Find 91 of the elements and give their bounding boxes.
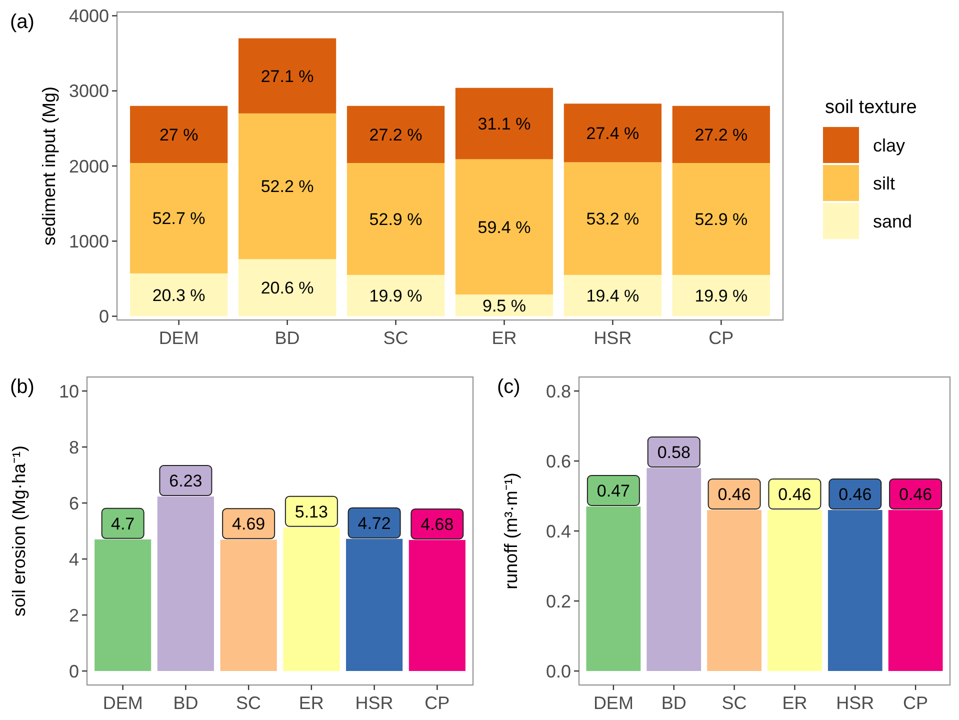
x-tick-label: SC xyxy=(236,693,262,713)
annotation: 27.1 % xyxy=(260,66,314,86)
legend-label: silt xyxy=(873,173,895,194)
data-label: 5.13 xyxy=(294,502,328,522)
bar xyxy=(564,104,662,162)
data-label: 4.68 xyxy=(420,514,454,534)
chart-title: (b) xyxy=(10,376,34,398)
annotation: 53.2 % xyxy=(586,210,640,229)
y-tick-label: 4 xyxy=(68,549,79,570)
annotation: 9.5 % xyxy=(482,296,526,316)
annotation: 19.4 % xyxy=(586,286,640,306)
bar xyxy=(238,259,336,316)
x-tick-label: HSR xyxy=(355,693,394,713)
y-axis-title: sediment input (Mg) xyxy=(39,86,59,246)
bar xyxy=(455,88,554,160)
y-tick-label: 0 xyxy=(98,306,109,327)
chart-title: (c) xyxy=(497,376,520,398)
bar xyxy=(672,274,770,316)
data-label: 6.23 xyxy=(169,472,202,491)
data-label: 4.69 xyxy=(232,514,266,534)
data-label: 0.46 xyxy=(718,484,751,504)
y-axis-title: soil erosion (Mg·ha⁻¹) xyxy=(9,445,29,617)
annotation: 52.9 % xyxy=(369,210,422,229)
data-label: 4.7 xyxy=(111,514,135,534)
x-tick-label: BD xyxy=(661,693,686,713)
y-tick-label: 4000 xyxy=(68,6,109,26)
annotation: 27.2 % xyxy=(694,125,748,144)
x-tick-label: SC xyxy=(722,693,747,713)
x-tick-label: SC xyxy=(383,328,408,348)
x-tick-label: BD xyxy=(173,693,198,713)
data-label: 0.58 xyxy=(657,442,690,462)
chart-title: (a) xyxy=(10,11,34,33)
annotation: 52.2 % xyxy=(260,177,314,196)
y-tick-label: 0.0 xyxy=(546,661,571,682)
data-label: 0.47 xyxy=(596,481,630,500)
bar xyxy=(130,106,228,163)
annotation: 19.9 % xyxy=(694,286,748,306)
y-axis-title: runoff (m³·m⁻¹) xyxy=(501,472,521,590)
x-tick-label: CP xyxy=(424,693,450,713)
bar xyxy=(672,162,770,275)
bar xyxy=(564,162,662,275)
y-tick-label: 8 xyxy=(68,437,79,458)
annotation: 27.4 % xyxy=(586,124,640,143)
y-tick-label: 0.6 xyxy=(546,451,571,472)
y-tick-label: 2 xyxy=(68,605,79,626)
x-tick-label: ER xyxy=(298,693,324,713)
annotation: 52.7 % xyxy=(152,209,206,228)
bar xyxy=(346,274,445,316)
x-tick-label: DEM xyxy=(102,693,143,713)
x-tick-label: CP xyxy=(708,328,734,348)
bar xyxy=(130,273,228,316)
y-tick-label: 0.8 xyxy=(546,381,571,402)
legend-label: clay xyxy=(873,135,906,156)
legend-label: sand xyxy=(873,211,912,232)
annotation: 59.4 % xyxy=(478,218,531,237)
data-label: 4.72 xyxy=(358,514,391,533)
bar xyxy=(346,162,445,275)
x-tick-label: CP xyxy=(903,693,928,713)
data-label: 0.46 xyxy=(778,484,812,504)
y-tick-label: 2000 xyxy=(68,156,109,176)
x-tick-label: DEM xyxy=(158,328,199,348)
y-tick-label: 10 xyxy=(58,381,79,402)
annotation: 19.9 % xyxy=(369,286,422,306)
bar xyxy=(130,162,228,274)
x-tick-label: HSR xyxy=(594,328,632,348)
y-tick-label: 0.4 xyxy=(546,521,571,542)
y-tick-label: 0.2 xyxy=(546,591,571,612)
annotation: 31.1 % xyxy=(478,114,531,134)
x-tick-label: ER xyxy=(492,328,517,348)
bar xyxy=(238,38,336,114)
bar xyxy=(455,159,554,294)
x-tick-label: ER xyxy=(782,693,808,713)
annotation: 27.2 % xyxy=(369,125,422,144)
y-tick-label: 1000 xyxy=(68,231,109,252)
annotation: 52.9 % xyxy=(694,210,748,229)
annotation: 20.6 % xyxy=(260,278,314,298)
x-tick-label: BD xyxy=(274,328,300,348)
annotation: 27 % xyxy=(159,125,198,144)
bar xyxy=(672,106,770,163)
bar xyxy=(346,106,445,163)
bar xyxy=(238,113,336,260)
y-tick-label: 3000 xyxy=(68,81,109,102)
bar xyxy=(564,274,662,316)
legend-title: soil texture xyxy=(825,97,917,118)
y-tick-label: 0 xyxy=(68,661,79,682)
data-label: 0.46 xyxy=(838,484,872,504)
x-tick-label: DEM xyxy=(593,693,634,713)
data-label: 0.46 xyxy=(899,484,932,504)
annotation: 20.3 % xyxy=(152,286,206,305)
x-tick-label: HSR xyxy=(836,693,874,713)
y-tick-label: 6 xyxy=(68,493,79,514)
